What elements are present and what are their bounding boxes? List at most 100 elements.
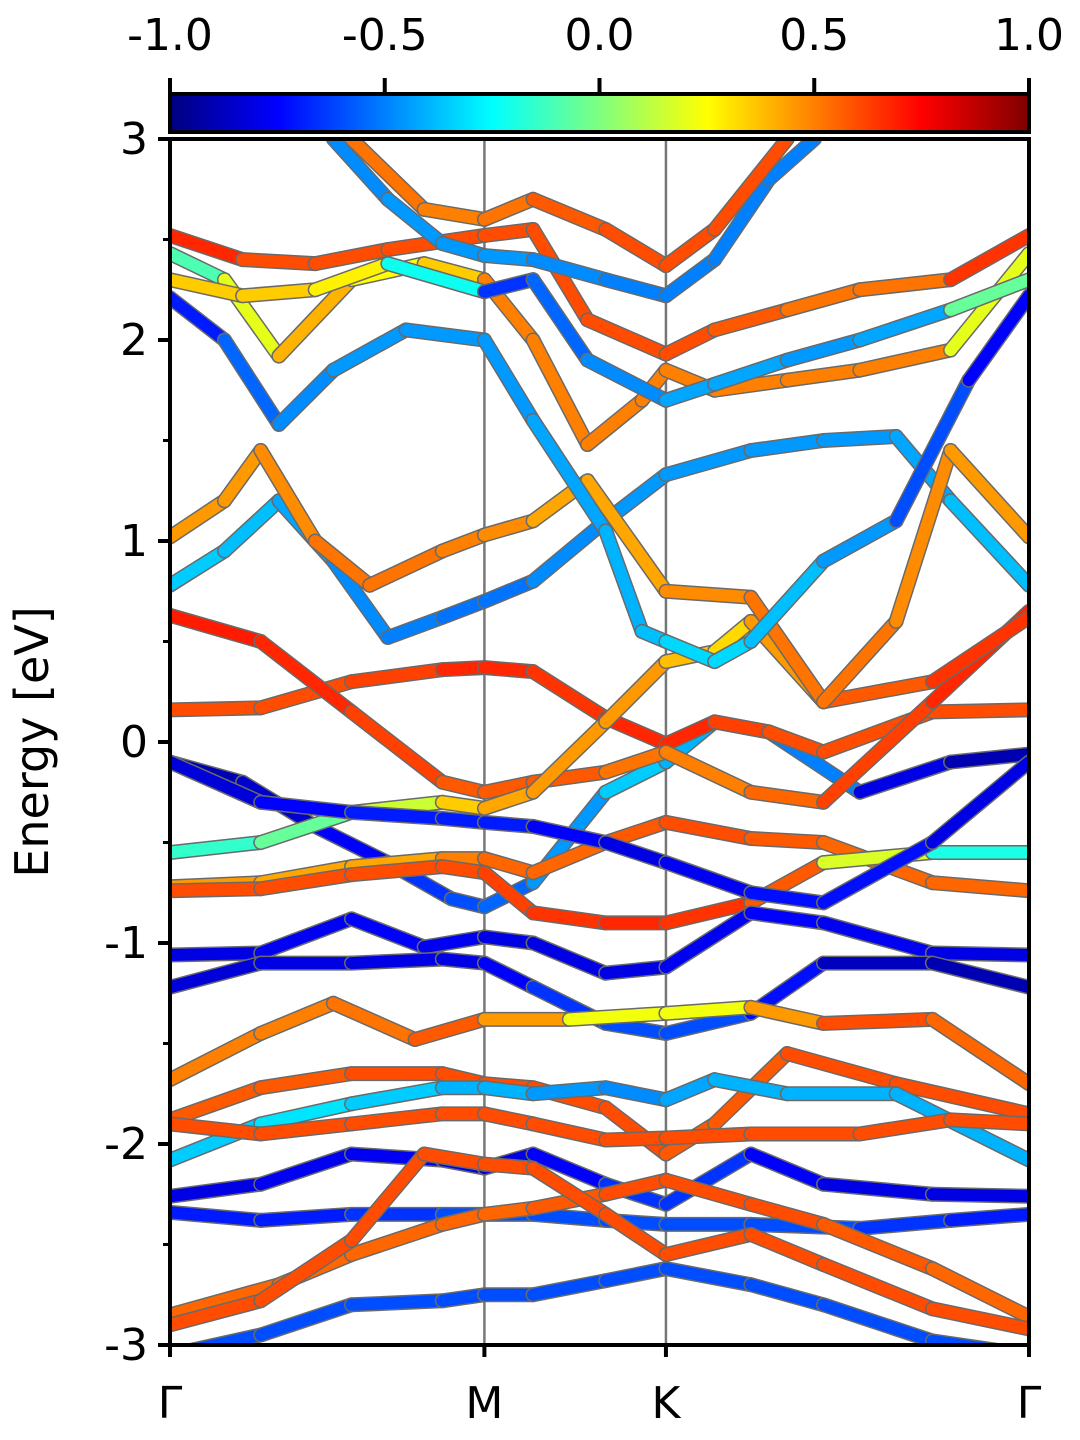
plot-area: 3 2 1 0 -1 -2 -3 Γ M K Γ bbox=[104, 114, 1042, 1429]
band-segment bbox=[170, 229, 249, 266]
band-segment bbox=[599, 1101, 672, 1161]
band-segment bbox=[926, 756, 1029, 849]
band-segment bbox=[478, 866, 540, 919]
band-segment bbox=[744, 906, 830, 929]
band-segment bbox=[170, 1206, 267, 1227]
band-segment bbox=[581, 313, 672, 361]
band-segment bbox=[478, 1107, 540, 1130]
band-segment bbox=[763, 139, 821, 186]
band-segment bbox=[309, 820, 394, 869]
band-segment bbox=[659, 715, 721, 751]
band-line bbox=[170, 1072, 1029, 1168]
band-segment bbox=[817, 1258, 939, 1315]
band-segment bbox=[599, 1208, 672, 1261]
band-segment bbox=[527, 836, 612, 879]
band-segment bbox=[744, 786, 830, 809]
band-segment bbox=[254, 1117, 358, 1140]
band-segment bbox=[708, 615, 757, 658]
band-segment bbox=[853, 1113, 957, 1140]
band-segment bbox=[563, 1007, 672, 1026]
band-segment bbox=[254, 444, 322, 547]
band-segment bbox=[527, 514, 612, 588]
band-segment bbox=[744, 591, 830, 708]
band-segment bbox=[418, 1148, 491, 1171]
band-line bbox=[170, 905, 1029, 981]
x-tick-label: Γ bbox=[1017, 1378, 1042, 1429]
y-tick-label: 3 bbox=[120, 114, 148, 165]
band-segment bbox=[478, 786, 540, 815]
band-segment bbox=[708, 139, 794, 236]
band-segment bbox=[944, 748, 1029, 769]
band-segment bbox=[170, 1178, 267, 1203]
band-segment bbox=[170, 756, 267, 809]
band-segment bbox=[345, 912, 431, 954]
band-segment bbox=[599, 1131, 672, 1146]
band-segment bbox=[781, 1047, 903, 1090]
band-segment bbox=[170, 1027, 267, 1086]
band-segment bbox=[599, 961, 672, 980]
band-segment bbox=[853, 1214, 957, 1235]
band-segment bbox=[345, 1294, 449, 1311]
y-tick-label: -3 bbox=[104, 1320, 148, 1371]
band-segment bbox=[926, 957, 1029, 994]
band-segment bbox=[817, 430, 903, 447]
band-segment bbox=[944, 1113, 1029, 1130]
band-line bbox=[180, 1261, 1013, 1345]
band-segment bbox=[659, 1007, 757, 1040]
band-segment bbox=[744, 1001, 830, 1030]
band-segment bbox=[527, 1208, 612, 1227]
band-segment bbox=[381, 193, 449, 250]
band-line bbox=[325, 139, 822, 304]
band-segment bbox=[817, 695, 939, 809]
band-segment bbox=[527, 937, 612, 980]
band-segment bbox=[478, 514, 540, 541]
band-segment bbox=[327, 139, 394, 206]
band-segment bbox=[381, 611, 449, 644]
band-segment bbox=[527, 253, 612, 286]
band-line bbox=[344, 139, 795, 274]
band-segment bbox=[345, 1148, 431, 1247]
band-segment bbox=[890, 444, 957, 628]
band-segment bbox=[599, 746, 672, 779]
band-segment bbox=[599, 1017, 672, 1040]
band-segment bbox=[254, 1234, 358, 1307]
band-segment bbox=[170, 957, 267, 994]
band-segment bbox=[708, 1073, 794, 1100]
band-segment bbox=[659, 1174, 757, 1211]
y-tick-label: 0 bbox=[120, 717, 148, 768]
band-segment bbox=[418, 203, 491, 226]
band-segment bbox=[659, 1148, 757, 1211]
band-segment bbox=[345, 663, 449, 688]
band-segment bbox=[659, 816, 757, 845]
band-segment bbox=[890, 374, 975, 527]
band-segment bbox=[944, 273, 1029, 316]
band-segment bbox=[272, 364, 340, 431]
band-line bbox=[170, 951, 1029, 1041]
band-segment bbox=[527, 334, 594, 451]
band-segment bbox=[409, 1013, 491, 1046]
band-segment bbox=[345, 705, 449, 789]
band-segment bbox=[327, 323, 412, 377]
band-segment bbox=[345, 139, 431, 216]
colorbar-tick-label: 0.5 bbox=[779, 10, 849, 61]
band-segment bbox=[418, 257, 491, 286]
band-segment bbox=[744, 832, 830, 849]
band-segment bbox=[944, 494, 1029, 592]
band-segment bbox=[744, 1278, 830, 1311]
band-segment bbox=[763, 725, 830, 759]
colorbar-tick-label: -1.0 bbox=[127, 10, 213, 61]
band-segment bbox=[659, 444, 757, 481]
band-segment bbox=[345, 1081, 449, 1110]
band-segment bbox=[599, 223, 672, 272]
band-segment bbox=[254, 868, 358, 895]
band-segment bbox=[478, 776, 540, 799]
band-segment bbox=[478, 1158, 540, 1175]
band-segment bbox=[817, 1298, 939, 1345]
band-segment bbox=[170, 291, 231, 346]
band-segment bbox=[170, 1117, 267, 1140]
band-segment bbox=[478, 1081, 540, 1100]
band-segment bbox=[418, 930, 491, 954]
band-segment bbox=[708, 173, 776, 266]
x-tick-label: M bbox=[465, 1378, 503, 1429]
band-segment bbox=[170, 247, 231, 286]
